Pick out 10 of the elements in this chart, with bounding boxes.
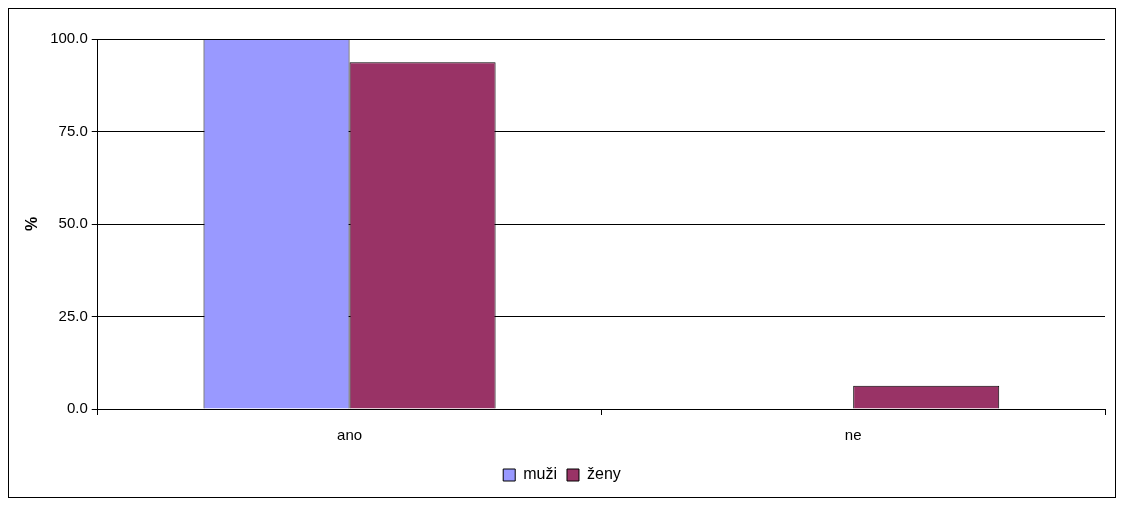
legend-label: ženy: [586, 465, 621, 483]
y-tick-label: 0.0: [66, 399, 88, 417]
x-tick-label: ne: [844, 426, 862, 444]
y-tick-label: 25.0: [58, 306, 88, 324]
x-tick-label: ano: [337, 426, 363, 444]
y-tick-label: 75.0: [58, 121, 88, 139]
legend-label: muži: [523, 465, 557, 483]
y-axis-title: %: [23, 216, 41, 232]
y-tick-label: 50.0: [58, 214, 88, 232]
y-tick-label: 100.0: [50, 29, 88, 47]
